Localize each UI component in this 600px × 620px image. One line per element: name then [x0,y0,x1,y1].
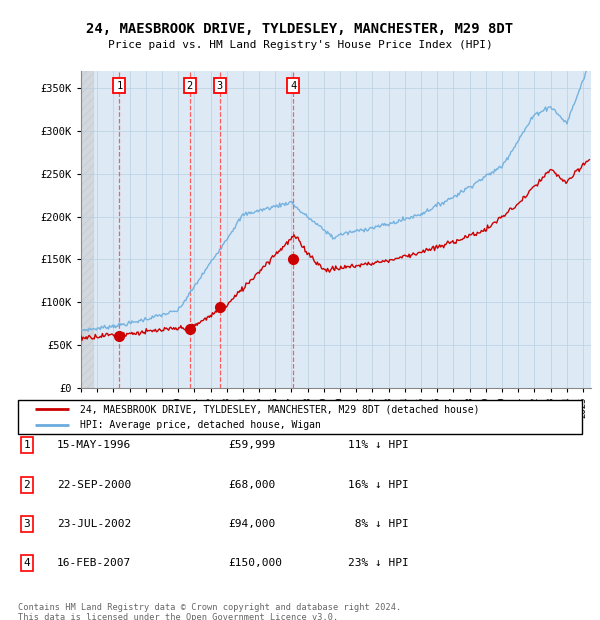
Text: 8% ↓ HPI: 8% ↓ HPI [348,519,409,529]
Text: 4: 4 [290,81,296,91]
Text: 11% ↓ HPI: 11% ↓ HPI [348,440,409,450]
Text: £94,000: £94,000 [228,519,275,529]
Text: 23-JUL-2002: 23-JUL-2002 [57,519,131,529]
Text: £59,999: £59,999 [228,440,275,450]
Text: £150,000: £150,000 [228,558,282,568]
Text: 15-MAY-1996: 15-MAY-1996 [57,440,131,450]
Text: £68,000: £68,000 [228,480,275,490]
Text: 1: 1 [116,81,122,91]
Text: Contains HM Land Registry data © Crown copyright and database right 2024.
This d: Contains HM Land Registry data © Crown c… [18,603,401,620]
Text: 1: 1 [23,440,31,450]
Text: 24, MAESBROOK DRIVE, TYLDESLEY, MANCHESTER, M29 8DT: 24, MAESBROOK DRIVE, TYLDESLEY, MANCHEST… [86,22,514,37]
Text: 4: 4 [23,558,31,568]
Text: 2: 2 [187,81,193,91]
Text: 24, MAESBROOK DRIVE, TYLDESLEY, MANCHESTER, M29 8DT (detached house): 24, MAESBROOK DRIVE, TYLDESLEY, MANCHEST… [80,404,479,414]
Text: 23% ↓ HPI: 23% ↓ HPI [348,558,409,568]
Text: 3: 3 [217,81,223,91]
Text: HPI: Average price, detached house, Wigan: HPI: Average price, detached house, Wiga… [80,420,321,430]
Text: 22-SEP-2000: 22-SEP-2000 [57,480,131,490]
Text: 3: 3 [23,519,31,529]
Text: Price paid vs. HM Land Registry's House Price Index (HPI): Price paid vs. HM Land Registry's House … [107,40,493,50]
Bar [81,71,94,388]
Text: 16-FEB-2007: 16-FEB-2007 [57,558,131,568]
Text: 16% ↓ HPI: 16% ↓ HPI [348,480,409,490]
Text: 2: 2 [23,480,31,490]
